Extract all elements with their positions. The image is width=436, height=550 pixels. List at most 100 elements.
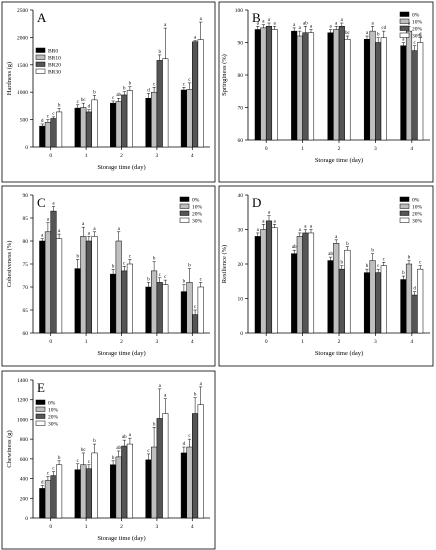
significance-letter: a	[262, 219, 265, 224]
y-tick-label: 30	[238, 228, 244, 234]
x-axis-label: Storage time (day)	[97, 350, 145, 357]
panel-a: A 0 500 1000 1500 2000 2500 Hardness (g) Storage…	[1, 1, 216, 183]
bar-0pct-day-1	[74, 268, 81, 334]
legend-label: 20%	[412, 27, 423, 33]
legend-swatch	[35, 61, 46, 67]
significance-letter: a	[88, 231, 91, 236]
legend-label: 10%	[412, 20, 423, 26]
significance-letter: a	[329, 25, 332, 30]
bar-br30-day-4	[197, 39, 204, 148]
legend-label: BR20	[48, 63, 61, 69]
bar-br20-day-3	[156, 60, 163, 148]
x-tick-label: 4	[191, 153, 194, 159]
legend: 0%10%20%30%	[399, 11, 423, 40]
significance-letter: a	[194, 36, 197, 41]
bar-10pct-day-0	[260, 229, 267, 334]
bar-br10-day-4	[186, 89, 193, 148]
bar-br20-day-0	[50, 118, 57, 148]
bar-30pct-day-1	[307, 32, 315, 141]
significance-letter: c	[188, 78, 191, 83]
x-tick-label: 2	[120, 524, 123, 530]
legend-label: 0%	[48, 401, 56, 407]
significance-letter: a	[341, 18, 344, 23]
significance-letter: a	[58, 229, 61, 234]
bar-30pct-day-0	[271, 227, 278, 334]
bar-10pct-day-2	[115, 456, 122, 519]
significance-letter: bc	[345, 31, 351, 36]
significance-letter: c	[88, 460, 91, 465]
legend-swatch	[35, 420, 46, 426]
y-tick-label: 0	[240, 331, 243, 337]
bar-0pct-day-0	[39, 488, 46, 519]
significance-letter: b	[153, 257, 156, 262]
significance-letter: ab	[328, 252, 333, 257]
significance-letter: b	[147, 277, 150, 282]
bar-30pct-day-3	[380, 265, 387, 334]
significance-letter: ab	[116, 93, 121, 98]
significance-letter: a	[82, 222, 85, 227]
bar-0pct-day-3	[145, 286, 152, 334]
y-tick-label: 1200	[17, 398, 28, 404]
x-tick-label: 3	[156, 339, 159, 345]
x-axis-label: Storage time (day)	[97, 535, 145, 542]
x-tick-label: 2	[120, 153, 123, 159]
bar-20pct-day-3	[375, 42, 382, 141]
x-tick-label: 1	[301, 146, 304, 152]
bar-br0-day-0	[39, 125, 46, 148]
significance-letter: a	[402, 38, 405, 43]
significance-letter: ab	[303, 21, 308, 26]
x-tick-label: 0	[49, 339, 52, 345]
significance-letter: a	[335, 21, 338, 26]
y-axis-label: Chewiness (g)	[6, 430, 13, 467]
bar-30pct-day-3	[162, 413, 169, 519]
x-tick-label: 3	[156, 524, 159, 530]
bar-0pct-day-3	[363, 39, 371, 141]
significance-letter: a	[335, 235, 338, 240]
significance-letter: d	[41, 119, 44, 124]
bar-10pct-day-1	[296, 35, 303, 141]
x-tick-label: 3	[374, 339, 377, 345]
legend-label: 30%	[412, 34, 423, 40]
bar-10pct-day-4	[405, 263, 413, 334]
y-tick-label: 40	[238, 193, 244, 199]
bar-30pct-day-1	[91, 452, 98, 519]
legend-swatch	[399, 203, 410, 209]
significance-letter: c	[194, 305, 197, 310]
legend-swatch	[35, 399, 46, 405]
bar-10pct-day-1	[80, 464, 87, 519]
legend-label: 30%	[48, 422, 59, 428]
significance-letter: d	[419, 33, 422, 38]
y-tick-label: 90	[23, 193, 29, 199]
x-tick-label: 1	[85, 524, 88, 530]
significance-letter: a	[129, 433, 132, 438]
panel-frame	[1, 1, 216, 183]
bar-10pct-day-3	[151, 446, 158, 519]
bar-br0-day-4	[180, 89, 187, 148]
bar-0pct-day-3	[363, 272, 371, 334]
significance-letter: d	[41, 480, 44, 485]
panel-frame	[1, 185, 216, 367]
x-tick-label: 2	[338, 146, 341, 152]
significance-letter: a	[371, 21, 374, 26]
bar-br0-day-1	[74, 107, 81, 148]
bar-30pct-day-2	[126, 263, 133, 334]
y-tick-label: 10	[238, 297, 244, 303]
significance-letter: b	[194, 393, 197, 398]
bar-30pct-day-0	[56, 464, 63, 519]
significance-letter: b	[123, 87, 126, 92]
legend-label: BR30	[48, 70, 61, 76]
bar-0pct-day-0	[254, 29, 261, 141]
significance-letter: a	[41, 234, 44, 239]
panel-frame	[218, 185, 434, 367]
bar-20pct-day-4	[192, 314, 199, 334]
legend-swatch	[399, 210, 410, 216]
significance-letter: c	[188, 434, 191, 439]
bar-20pct-day-2	[338, 268, 345, 334]
significance-letter: a	[273, 219, 276, 224]
bar-0pct-day-0	[254, 236, 261, 334]
significance-letter: a	[299, 26, 302, 31]
legend-swatch	[399, 25, 410, 31]
significance-letter: b	[93, 90, 96, 95]
significance-letter: d	[183, 442, 186, 447]
